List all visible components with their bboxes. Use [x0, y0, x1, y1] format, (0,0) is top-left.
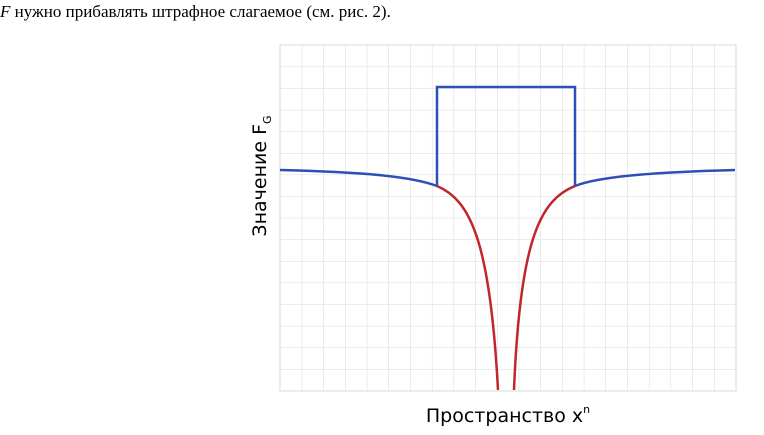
grid	[279, 44, 737, 392]
y-axis-label: Значение FG	[249, 115, 274, 236]
text-line: F нужно прибавлять штрафное слагаемое (с…	[0, 2, 391, 22]
original-curve-right	[512, 184, 576, 391]
x-label-main: Пространство x	[426, 405, 583, 427]
original-curve-left	[436, 184, 500, 391]
x-label-sup: n	[583, 403, 590, 416]
y-label-main: Значение F	[249, 124, 271, 237]
x-axis-label: Пространство xn	[426, 403, 590, 427]
sentence: нужно прибавлять штрафное слагаемое (см.…	[14, 2, 391, 21]
y-label-sub: G	[261, 115, 274, 124]
penalized-curve	[279, 85, 736, 188]
variable: F	[0, 2, 11, 21]
